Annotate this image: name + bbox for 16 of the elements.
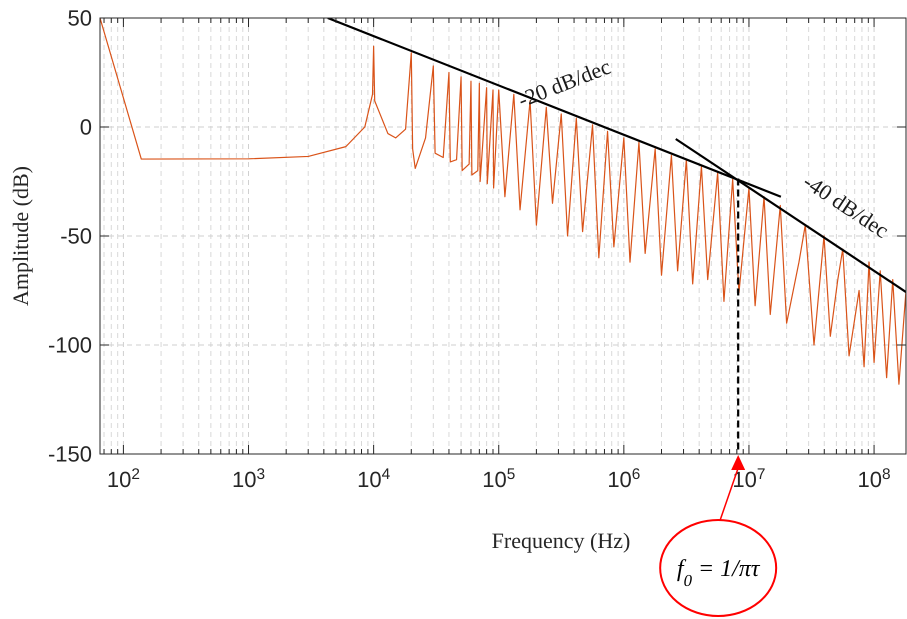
x-tick-label: 10$^{7}$ — [732, 466, 766, 492]
x-axis-title: Frequency (Hz) — [492, 528, 630, 553]
x-tick-label: 10$^{8}$ — [858, 466, 891, 492]
x-tick-label: 10$^{4}$ — [357, 466, 391, 492]
x-tick-label: 10$^{5}$ — [482, 466, 516, 492]
text: f$_{0}$ = 1/πτ — [676, 556, 761, 590]
y-tick-label: -100 — [48, 332, 92, 358]
y-tick-label: -150 — [48, 442, 92, 467]
x-tick-label: 10$^{2}$ — [106, 466, 140, 492]
annotation: -20 dB/dec — [514, 54, 614, 112]
y-axis-title: Amplitude (dB) — [8, 166, 33, 306]
x-tick-label: 10$^{3}$ — [232, 466, 266, 492]
y-tick-label: 50 — [68, 6, 92, 31]
y-tick-label: 0 — [80, 114, 92, 140]
y-tick-label: -50 — [60, 224, 92, 249]
x-tick-label: 10$^{6}$ — [607, 466, 640, 492]
